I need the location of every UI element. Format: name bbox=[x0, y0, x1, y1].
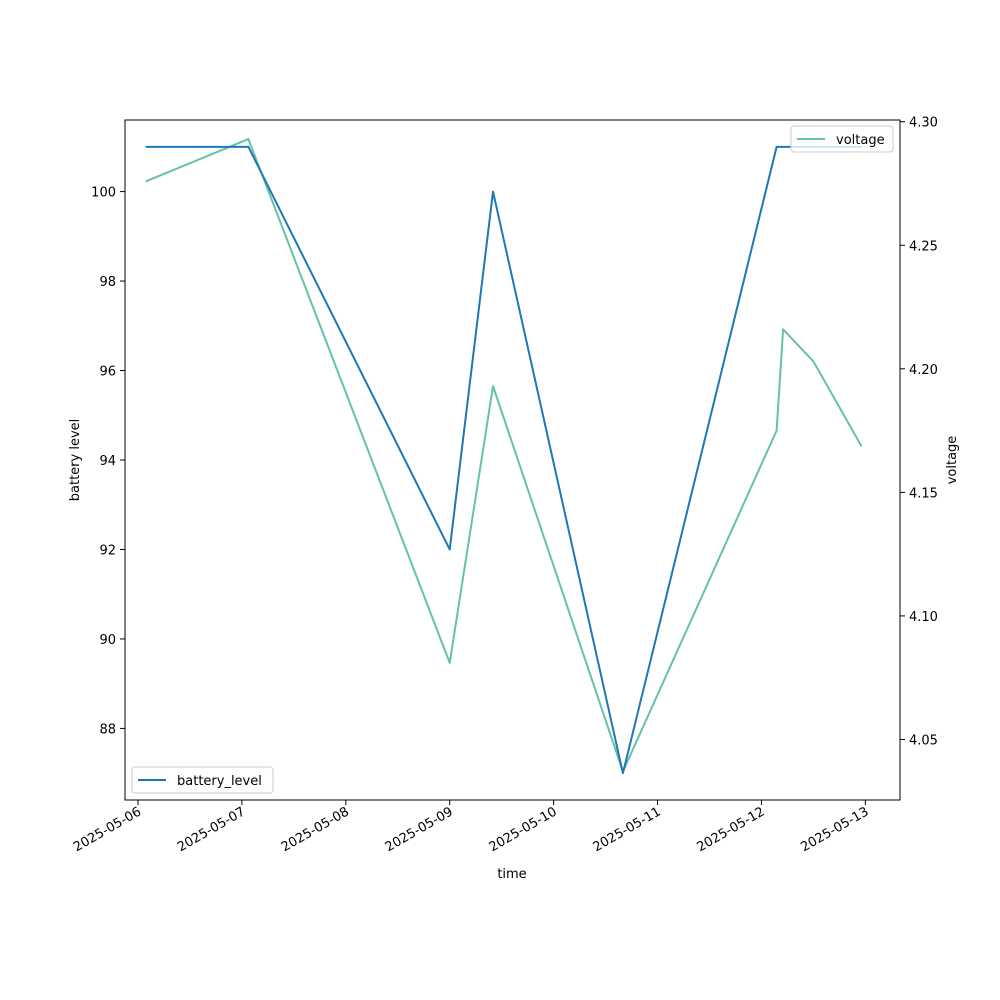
legend-voltage: voltage bbox=[790, 125, 894, 153]
legend-label-battery-level: battery_level bbox=[177, 774, 262, 789]
legend-box-voltage bbox=[790, 125, 894, 153]
y-right-tick-label: 4.10 bbox=[909, 610, 938, 625]
legend-label-voltage: voltage bbox=[836, 133, 885, 148]
series-line-battery-level bbox=[145, 145, 863, 775]
y-left-axis-label: battery level bbox=[68, 419, 83, 502]
y-right-axis-label: voltage bbox=[945, 436, 960, 485]
x-axis-label: time bbox=[497, 867, 526, 882]
y-right-tick-label: 4.15 bbox=[909, 486, 938, 501]
legend-battery-level: battery_level bbox=[131, 766, 274, 794]
y-left-tick-label: 90 bbox=[99, 633, 116, 648]
y-left-tick-label: 94 bbox=[99, 454, 116, 469]
y-right-tick-label: 4.25 bbox=[909, 239, 938, 254]
y-right-tick-label: 4.30 bbox=[909, 116, 938, 131]
y-left-tick-label: 88 bbox=[99, 722, 116, 737]
y-right-tick-label: 4.05 bbox=[909, 733, 938, 748]
y-left-tick-label: 92 bbox=[99, 543, 116, 558]
y-left-tick-label: 100 bbox=[91, 186, 116, 201]
y-left-tick-label: 98 bbox=[99, 275, 116, 290]
legend-box-battery-level bbox=[131, 766, 274, 794]
y-left-tick-label: 96 bbox=[99, 365, 116, 380]
y-right-tick-label: 4.20 bbox=[909, 363, 938, 378]
